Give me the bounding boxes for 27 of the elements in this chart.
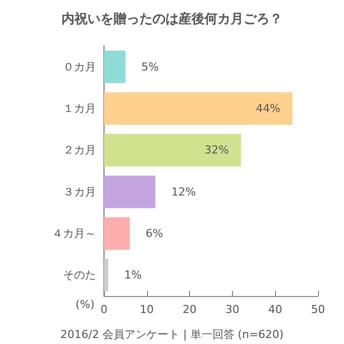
bar (104, 134, 241, 166)
data-label: 1% (124, 268, 142, 282)
bar (104, 217, 130, 250)
x-tick-label: 40 (268, 303, 282, 316)
y-tick-label: ０カ月 (63, 60, 96, 74)
bar (104, 50, 126, 84)
data-label: 12% (171, 185, 196, 198)
data-label: 44% (256, 102, 280, 115)
data-label: 5% (141, 60, 159, 74)
x-tick-label: 20 (182, 303, 197, 316)
y-tick-label: ２カ月 (63, 144, 96, 157)
chart-title: 内祝いを贈ったのは産後何カ月ごろ？ (62, 11, 282, 27)
bar (104, 92, 292, 125)
x-tick-label: 10 (140, 303, 154, 316)
data-label: 32% (204, 144, 229, 157)
x-tick-label: 50 (311, 303, 325, 316)
y-tick-label: ３カ月 (63, 185, 96, 198)
data-label: 6% (146, 227, 164, 240)
y-tick-label: １カ月 (63, 102, 96, 115)
y-tick-label: ４カ月～ (52, 227, 96, 240)
y-tick-label: そのた (63, 268, 96, 282)
text: 2016/2 会員アンケート | 単一回答 (n=620) (60, 328, 284, 341)
x-tick-label: 30 (225, 303, 240, 316)
bar (104, 258, 108, 292)
bar (104, 176, 156, 208)
x-axis-title: (%) (76, 298, 95, 311)
x-tick-label: 0 (100, 303, 108, 316)
